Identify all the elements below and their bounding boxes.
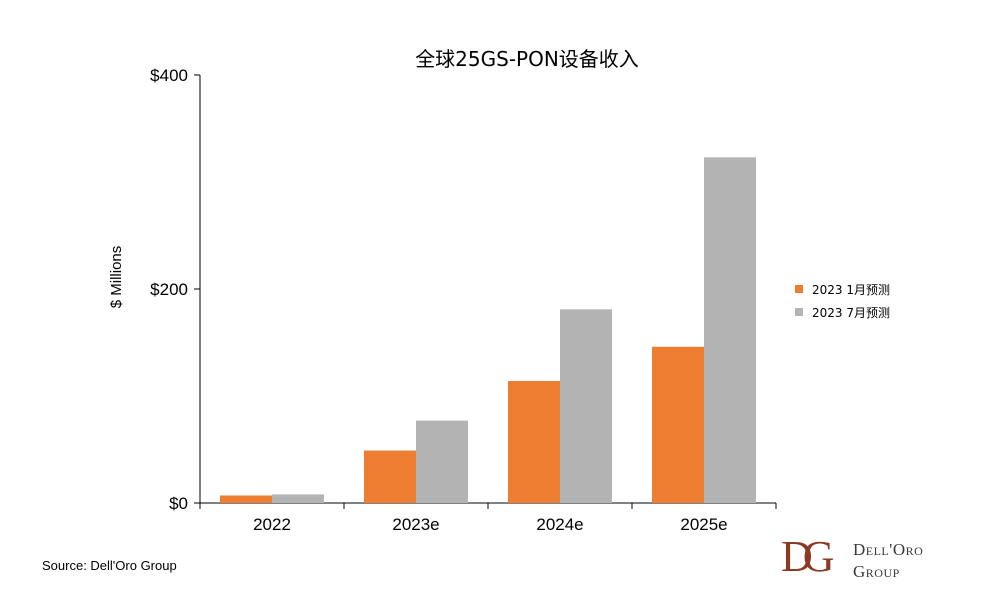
legend-label: 2023 7月预测: [812, 306, 890, 320]
x-tick-label: 2024e: [536, 515, 583, 534]
logo-line-1: Dell'Oro: [853, 540, 924, 559]
y-tick-label: $400: [150, 66, 188, 85]
x-tick-label: 2023e: [392, 515, 439, 534]
logo-monogram: DG: [781, 532, 834, 581]
bar: [508, 381, 560, 503]
bar: [652, 346, 704, 503]
bar: [704, 157, 756, 503]
bar: [416, 420, 468, 503]
legend: 2023 1月预测 2023 7月预测: [795, 283, 890, 320]
bar: [364, 450, 416, 503]
bar: [272, 494, 324, 503]
y-tick-label: $0: [169, 494, 188, 513]
logo-wordmark: Dell'Oro Group: [853, 539, 923, 583]
legend-swatch: [795, 308, 803, 316]
y-axis-label: $ Millions: [108, 246, 125, 309]
logo-line-2: Group: [853, 562, 900, 581]
x-tick-label: 2025e: [680, 515, 727, 534]
dell-oro-logo: DG Dell'Oro Group: [781, 535, 981, 585]
source-note: Source: Dell'Oro Group: [42, 558, 177, 573]
chart-title: 全球25GS-PON设备收入: [415, 47, 639, 71]
legend-swatch: [795, 285, 803, 293]
x-tick-label: 2022: [253, 515, 291, 534]
bar: [560, 309, 612, 503]
bar: [220, 495, 272, 503]
legend-label: 2023 1月预测: [812, 283, 890, 297]
plot-area: $0 $200 $400 2022 2023e 2024e 2025e: [150, 66, 777, 534]
y-tick-label: $200: [150, 280, 188, 299]
